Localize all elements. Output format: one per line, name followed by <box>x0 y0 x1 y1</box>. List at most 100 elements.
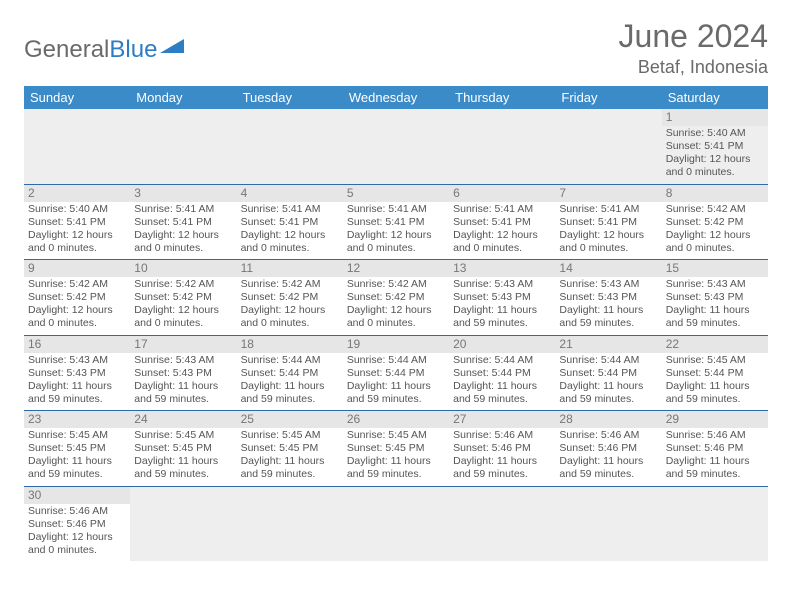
calendar-empty-cell <box>343 109 449 184</box>
daylight-line: Daylight: 11 hours and 59 minutes. <box>28 455 126 481</box>
sunrise-line: Sunrise: 5:42 AM <box>28 278 126 291</box>
day-number: 30 <box>24 487 130 504</box>
daylight-line: Daylight: 11 hours and 59 minutes. <box>453 380 551 406</box>
calendar-day-cell: 20Sunrise: 5:44 AMSunset: 5:44 PMDayligh… <box>449 335 555 411</box>
sunrise-line: Sunrise: 5:41 AM <box>347 203 445 216</box>
calendar-day-cell: 14Sunrise: 5:43 AMSunset: 5:43 PMDayligh… <box>555 260 661 336</box>
day-number: 14 <box>555 260 661 277</box>
weekday-header: Saturday <box>662 86 768 109</box>
daylight-line: Daylight: 12 hours and 0 minutes. <box>347 229 445 255</box>
day-number: 4 <box>237 185 343 202</box>
day-number: 2 <box>24 185 130 202</box>
sunset-line: Sunset: 5:45 PM <box>134 442 232 455</box>
calendar-empty-cell <box>237 109 343 184</box>
calendar-day-cell: 22Sunrise: 5:45 AMSunset: 5:44 PMDayligh… <box>662 335 768 411</box>
daylight-line: Daylight: 12 hours and 0 minutes. <box>241 304 339 330</box>
day-number: 27 <box>449 411 555 428</box>
sunrise-line: Sunrise: 5:44 AM <box>241 354 339 367</box>
day-number: 10 <box>130 260 236 277</box>
daylight-line: Daylight: 12 hours and 0 minutes. <box>559 229 657 255</box>
sunset-line: Sunset: 5:44 PM <box>666 367 764 380</box>
calendar-empty-cell <box>24 109 130 184</box>
calendar-empty-cell <box>237 486 343 561</box>
calendar-day-cell: 9Sunrise: 5:42 AMSunset: 5:42 PMDaylight… <box>24 260 130 336</box>
flag-icon <box>160 36 188 64</box>
sunrise-line: Sunrise: 5:43 AM <box>559 278 657 291</box>
sunset-line: Sunset: 5:42 PM <box>134 291 232 304</box>
calendar-day-cell: 2Sunrise: 5:40 AMSunset: 5:41 PMDaylight… <box>24 184 130 260</box>
sunrise-line: Sunrise: 5:44 AM <box>559 354 657 367</box>
sunrise-line: Sunrise: 5:43 AM <box>453 278 551 291</box>
calendar-empty-cell <box>662 486 768 561</box>
sunrise-line: Sunrise: 5:45 AM <box>241 429 339 442</box>
daylight-line: Daylight: 11 hours and 59 minutes. <box>134 455 232 481</box>
calendar-table: SundayMondayTuesdayWednesdayThursdayFrid… <box>24 86 768 561</box>
calendar-day-cell: 24Sunrise: 5:45 AMSunset: 5:45 PMDayligh… <box>130 411 236 487</box>
day-number: 15 <box>662 260 768 277</box>
sunrise-line: Sunrise: 5:41 AM <box>559 203 657 216</box>
daylight-line: Daylight: 11 hours and 59 minutes. <box>666 380 764 406</box>
day-number: 24 <box>130 411 236 428</box>
calendar-day-cell: 28Sunrise: 5:46 AMSunset: 5:46 PMDayligh… <box>555 411 661 487</box>
sunset-line: Sunset: 5:46 PM <box>453 442 551 455</box>
sunset-line: Sunset: 5:46 PM <box>559 442 657 455</box>
sunrise-line: Sunrise: 5:43 AM <box>666 278 764 291</box>
calendar-week-row: 1Sunrise: 5:40 AMSunset: 5:41 PMDaylight… <box>24 109 768 184</box>
calendar-body: 1Sunrise: 5:40 AMSunset: 5:41 PMDaylight… <box>24 109 768 561</box>
weekday-header: Monday <box>130 86 236 109</box>
daylight-line: Daylight: 11 hours and 59 minutes. <box>347 380 445 406</box>
sunset-line: Sunset: 5:43 PM <box>666 291 764 304</box>
calendar-week-row: 30Sunrise: 5:46 AMSunset: 5:46 PMDayligh… <box>24 486 768 561</box>
calendar-empty-cell <box>555 109 661 184</box>
sunrise-line: Sunrise: 5:41 AM <box>134 203 232 216</box>
daylight-line: Daylight: 11 hours and 59 minutes. <box>453 455 551 481</box>
day-number: 1 <box>662 109 768 126</box>
daylight-line: Daylight: 11 hours and 59 minutes. <box>559 380 657 406</box>
calendar-day-cell: 23Sunrise: 5:45 AMSunset: 5:45 PMDayligh… <box>24 411 130 487</box>
day-number: 12 <box>343 260 449 277</box>
daylight-line: Daylight: 12 hours and 0 minutes. <box>453 229 551 255</box>
calendar-day-cell: 27Sunrise: 5:46 AMSunset: 5:46 PMDayligh… <box>449 411 555 487</box>
sunset-line: Sunset: 5:42 PM <box>241 291 339 304</box>
month-title: June 2024 <box>619 18 768 55</box>
sunrise-line: Sunrise: 5:40 AM <box>666 127 764 140</box>
day-number: 7 <box>555 185 661 202</box>
day-number: 6 <box>449 185 555 202</box>
daylight-line: Daylight: 12 hours and 0 minutes. <box>134 304 232 330</box>
day-number: 29 <box>662 411 768 428</box>
day-number: 28 <box>555 411 661 428</box>
sunrise-line: Sunrise: 5:46 AM <box>666 429 764 442</box>
day-number: 23 <box>24 411 130 428</box>
weekday-header: Wednesday <box>343 86 449 109</box>
calendar-day-cell: 17Sunrise: 5:43 AMSunset: 5:43 PMDayligh… <box>130 335 236 411</box>
calendar-empty-cell <box>130 486 236 561</box>
sunset-line: Sunset: 5:43 PM <box>134 367 232 380</box>
calendar-empty-cell <box>555 486 661 561</box>
day-number: 5 <box>343 185 449 202</box>
sunset-line: Sunset: 5:43 PM <box>559 291 657 304</box>
day-number: 18 <box>237 336 343 353</box>
calendar-day-cell: 3Sunrise: 5:41 AMSunset: 5:41 PMDaylight… <box>130 184 236 260</box>
daylight-line: Daylight: 12 hours and 0 minutes. <box>134 229 232 255</box>
calendar-day-cell: 10Sunrise: 5:42 AMSunset: 5:42 PMDayligh… <box>130 260 236 336</box>
calendar-day-cell: 12Sunrise: 5:42 AMSunset: 5:42 PMDayligh… <box>343 260 449 336</box>
day-number: 9 <box>24 260 130 277</box>
sunset-line: Sunset: 5:44 PM <box>241 367 339 380</box>
daylight-line: Daylight: 11 hours and 59 minutes. <box>453 304 551 330</box>
calendar-empty-cell <box>343 486 449 561</box>
day-number: 20 <box>449 336 555 353</box>
sunset-line: Sunset: 5:44 PM <box>453 367 551 380</box>
calendar-day-cell: 6Sunrise: 5:41 AMSunset: 5:41 PMDaylight… <box>449 184 555 260</box>
sunset-line: Sunset: 5:41 PM <box>134 216 232 229</box>
location: Betaf, Indonesia <box>619 57 768 78</box>
sunrise-line: Sunrise: 5:41 AM <box>453 203 551 216</box>
sunset-line: Sunset: 5:42 PM <box>347 291 445 304</box>
day-number: 21 <box>555 336 661 353</box>
calendar-day-cell: 15Sunrise: 5:43 AMSunset: 5:43 PMDayligh… <box>662 260 768 336</box>
calendar-week-row: 16Sunrise: 5:43 AMSunset: 5:43 PMDayligh… <box>24 335 768 411</box>
daylight-line: Daylight: 12 hours and 0 minutes. <box>347 304 445 330</box>
sunrise-line: Sunrise: 5:45 AM <box>28 429 126 442</box>
weekday-header: Friday <box>555 86 661 109</box>
calendar-empty-cell <box>449 109 555 184</box>
sunrise-line: Sunrise: 5:40 AM <box>28 203 126 216</box>
